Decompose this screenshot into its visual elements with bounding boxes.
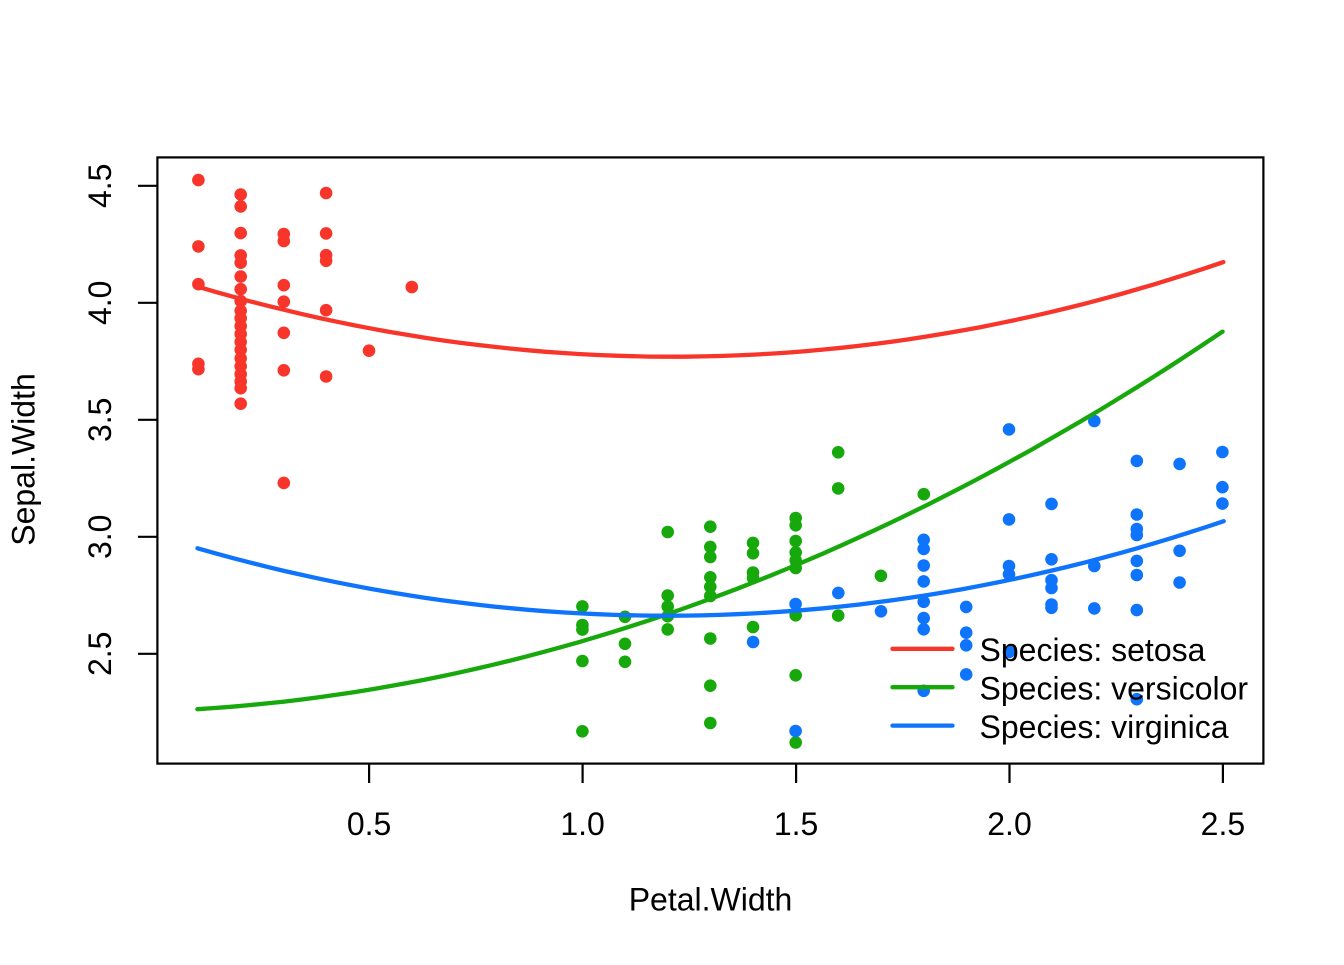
svg-text:0.5: 0.5 — [347, 806, 391, 842]
svg-text:Species: virginica: Species: virginica — [980, 709, 1229, 745]
svg-text:2.5: 2.5 — [1201, 806, 1245, 842]
svg-text:1.0: 1.0 — [560, 806, 604, 842]
svg-text:2.0: 2.0 — [987, 806, 1031, 842]
svg-text:Petal.Width: Petal.Width — [629, 882, 793, 918]
svg-text:Species: versicolor: Species: versicolor — [980, 671, 1249, 707]
svg-text:2.5: 2.5 — [82, 632, 118, 676]
svg-text:3.5: 3.5 — [82, 398, 118, 442]
svg-text:Sepal.Width: Sepal.Width — [6, 373, 42, 546]
svg-text:3.0: 3.0 — [82, 515, 118, 559]
svg-text:4.0: 4.0 — [82, 281, 118, 325]
svg-text:1.5: 1.5 — [774, 806, 818, 842]
svg-text:4.5: 4.5 — [82, 164, 118, 208]
svg-text:Species: setosa: Species: setosa — [980, 632, 1206, 668]
